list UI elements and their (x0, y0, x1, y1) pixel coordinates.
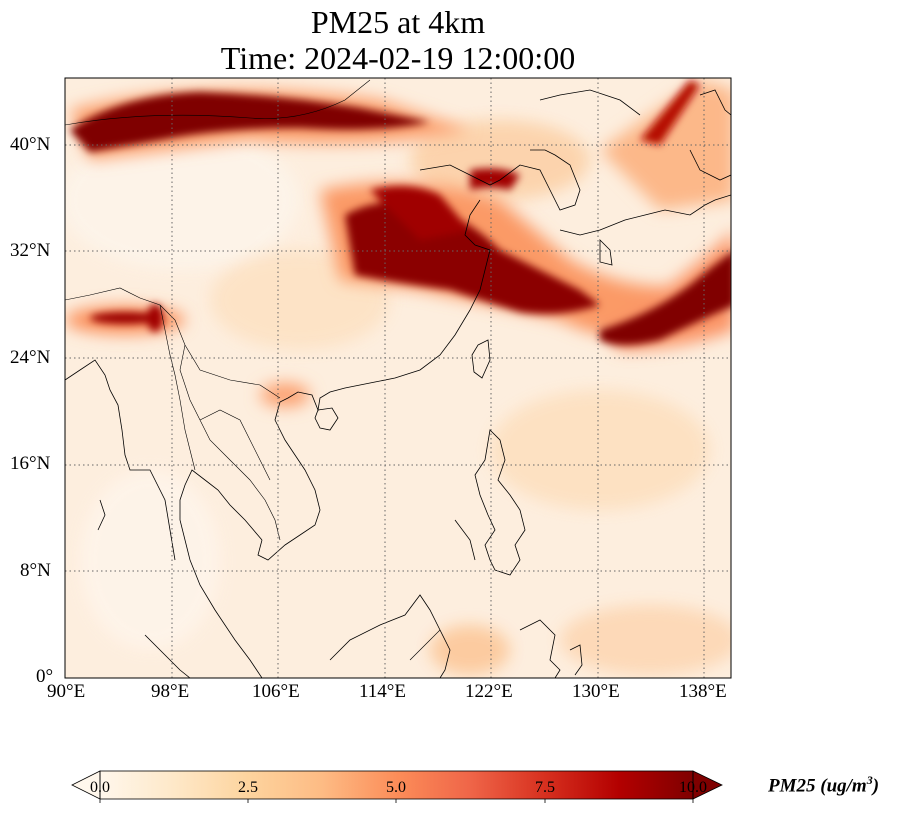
map-frame (64, 77, 732, 679)
x-tick-label: 138°E (679, 681, 727, 702)
pm25-field (65, 78, 731, 678)
x-tick-label: 106°E (252, 681, 300, 702)
x-tick-label: 98°E (151, 681, 190, 702)
borders (65, 79, 441, 661)
x-tick-label: 130°E (572, 681, 620, 702)
x-tick-label: 122°E (465, 681, 513, 702)
colorbar-tick-label: 5.0 (386, 779, 406, 796)
colorbar-tick-label: 7.5 (535, 779, 555, 796)
colorbar-label: PM25 (ug/m3) (768, 773, 880, 797)
gridlines (65, 78, 731, 678)
map-title: PM25 at 4km (310, 4, 486, 40)
x-tick-label: 90°E (47, 681, 86, 702)
colorbar-tick-label: 0.0 (90, 779, 110, 796)
y-tick-label: 0° (36, 666, 54, 687)
x-tick-label: 114°E (359, 681, 406, 702)
map-subtitle-time: Time: 2024-02-19 12:00:00 (220, 40, 576, 76)
y-tick-label: 24°N (10, 347, 51, 368)
y-tick-label: 40°N (10, 134, 51, 155)
coastlines (65, 89, 731, 678)
y-tick-label: 16°N (10, 453, 51, 474)
y-tick-label: 8°N (20, 560, 51, 581)
colorbar-tick-label: 2.5 (238, 779, 258, 796)
y-tick-label: 32°N (10, 240, 51, 261)
colorbar (71, 770, 723, 803)
colorbar-tick-label: 10.0 (679, 779, 707, 796)
